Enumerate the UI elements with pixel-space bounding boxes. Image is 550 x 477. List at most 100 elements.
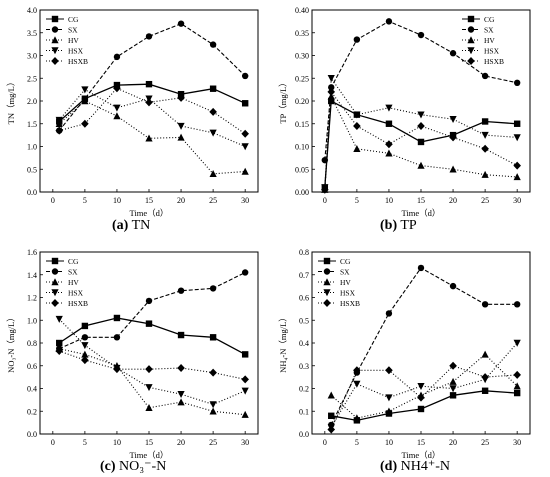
x-tick-label: 15 xyxy=(145,196,153,205)
legend-label: HV xyxy=(484,36,495,45)
data-point xyxy=(417,405,425,413)
x-tick-label: 5 xyxy=(83,438,87,447)
legend-marker xyxy=(323,268,331,275)
legend-label: SX xyxy=(68,268,78,277)
series-hsxb xyxy=(321,87,521,194)
legend-marker xyxy=(467,47,475,55)
data-point xyxy=(55,116,63,124)
data-point xyxy=(209,407,217,415)
data-point xyxy=(353,144,361,152)
y-tick-label: 0.05 xyxy=(295,165,309,174)
data-point xyxy=(81,356,89,365)
data-point xyxy=(513,339,521,347)
data-point xyxy=(327,425,336,434)
data-point xyxy=(81,119,89,128)
legend-marker xyxy=(467,26,475,33)
data-point xyxy=(513,173,521,181)
data-point xyxy=(353,36,361,43)
data-point xyxy=(481,387,489,394)
legend-label: HSX xyxy=(68,289,84,298)
y-tick-label: 2.5 xyxy=(27,74,37,83)
x-tick-label: 25 xyxy=(209,196,217,205)
data-point xyxy=(209,334,217,341)
data-point xyxy=(81,86,89,94)
data-point xyxy=(327,391,335,399)
series-sx xyxy=(56,20,249,134)
series-line xyxy=(324,20,518,161)
legend-label: CG xyxy=(68,15,79,24)
data-point xyxy=(209,129,217,137)
data-point xyxy=(327,75,335,83)
y-tick-label: 0.8 xyxy=(27,339,37,348)
data-point xyxy=(481,131,489,139)
data-point xyxy=(177,398,185,406)
series-hv xyxy=(55,344,249,418)
series-line xyxy=(58,318,246,405)
legend-marker xyxy=(51,36,59,44)
y-tick-label: 0.3 xyxy=(299,362,309,371)
x-tick-label: 5 xyxy=(355,196,359,205)
data-point xyxy=(241,100,249,107)
legend-marker xyxy=(51,47,59,55)
data-point xyxy=(145,33,153,40)
data-point xyxy=(513,120,521,127)
series-sx xyxy=(56,269,249,352)
data-point xyxy=(209,41,217,48)
series-line xyxy=(330,267,518,426)
series-line xyxy=(324,99,518,188)
x-tick-label: 0 xyxy=(323,438,327,447)
data-point xyxy=(113,53,121,61)
legend-marker xyxy=(323,289,331,297)
x-tick-label: 15 xyxy=(417,196,425,205)
data-point xyxy=(145,404,153,412)
data-point xyxy=(417,111,425,119)
chart-panel-tn: 0.0 0.5 1.0 1.5 2.0 2.5 3.0 3.5 4.0 0 5 10 15 20 25 30 T… xyxy=(6,6,259,218)
data-point xyxy=(481,373,489,382)
legend-label: CG xyxy=(340,257,351,266)
y-tick-label: 1.5 xyxy=(27,120,37,129)
legend-label: HSXB xyxy=(340,299,360,308)
x-axis-label: Time（d） xyxy=(402,208,441,218)
y-tick-label: 0.5 xyxy=(299,316,309,325)
data-point xyxy=(113,112,121,120)
x-tick-label: 5 xyxy=(355,438,359,447)
data-point xyxy=(449,116,457,123)
data-point xyxy=(353,111,361,119)
data-point xyxy=(449,377,457,385)
legend-label: SX xyxy=(68,26,78,35)
y-tick-label: 0.1 xyxy=(299,407,309,416)
data-point xyxy=(145,134,153,142)
legend-label: HSX xyxy=(340,289,356,298)
data-point xyxy=(177,133,185,141)
x-tick-label: 20 xyxy=(449,196,457,205)
data-point xyxy=(177,287,185,294)
y-tick-label: 1.4 xyxy=(27,271,37,280)
data-point xyxy=(209,401,217,409)
data-point xyxy=(385,104,393,112)
data-point xyxy=(241,167,249,175)
data-point xyxy=(209,368,217,377)
data-point xyxy=(145,365,153,374)
data-point xyxy=(145,98,153,107)
series-line xyxy=(330,342,518,428)
y-tick-label: 0.6 xyxy=(299,294,309,303)
x-axis-label: Time（d） xyxy=(130,208,169,218)
data-point xyxy=(241,387,249,395)
legend-label: CG xyxy=(68,257,79,266)
data-point xyxy=(481,350,489,358)
x-tick-label: 15 xyxy=(145,438,153,447)
legend-marker xyxy=(323,299,331,307)
legend-marker xyxy=(51,268,59,275)
data-point xyxy=(417,122,425,131)
y-tick-label: 0.0 xyxy=(27,188,37,197)
data-point xyxy=(417,161,425,169)
legend-label: HSX xyxy=(484,47,500,56)
data-point xyxy=(177,390,185,398)
x-tick-label: 0 xyxy=(51,196,55,205)
y-tick-label: 0.10 xyxy=(295,143,309,152)
data-point xyxy=(209,107,217,116)
data-point xyxy=(481,301,489,308)
